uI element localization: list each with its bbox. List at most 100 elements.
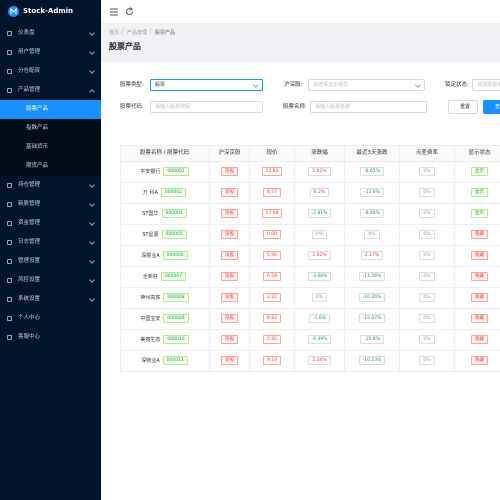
price: 17.98 — [261, 209, 283, 218]
stock-code: 000010 — [163, 335, 189, 344]
change-3d: -8.48% — [360, 209, 384, 218]
market-tag: 深股 — [221, 167, 238, 176]
table-cell: 0% — [400, 351, 455, 372]
menu-item[interactable]: 个人中心 — [0, 309, 101, 328]
input[interactable]: 请输入股票代码 — [150, 101, 263, 113]
table-cell: 显示 — [455, 183, 500, 204]
filter-label: 股票类型: — [120, 82, 144, 88]
status-tag: 隐藏 — [471, 251, 488, 260]
menu-item[interactable]: 持仓管理 — [0, 176, 101, 195]
stock-name: 中国宝安 — [140, 316, 161, 322]
table-row — [120, 267, 500, 288]
table-cell: -8.48% — [345, 204, 400, 225]
table-cell: 6.2% — [295, 183, 345, 204]
column-header: 股票名称 / 股票代码 — [120, 145, 210, 162]
menu-label: 指数产品 — [26, 125, 49, 131]
menu-item[interactable]: 风控设置 — [0, 271, 101, 290]
menu-item[interactable]: 指数产品 — [0, 119, 101, 138]
table-cell: 深股 — [210, 162, 250, 183]
select[interactable]: 股票 — [150, 79, 263, 91]
menu-item[interactable]: 客服中心 — [0, 328, 101, 347]
menu-item[interactable]: 日志管理 — [0, 233, 101, 252]
breadcrumb-item[interactable]: 首页 — [109, 30, 120, 36]
price: 9.19 — [262, 356, 282, 365]
table-cell: 0% — [400, 225, 455, 246]
status-tag: 隐藏 — [471, 335, 488, 344]
menu-icon — [7, 202, 12, 207]
change: 0% — [311, 230, 328, 239]
menu-item[interactable]: 分仓配资 — [0, 62, 101, 81]
change-3d: 0% — [364, 230, 380, 239]
table-cell: 隐藏 — [455, 309, 500, 330]
change-3d: -15.07% — [358, 314, 386, 323]
spread: 0% — [419, 209, 435, 218]
table-cell: -1.6% — [295, 309, 345, 330]
column-header: 点差费率 — [400, 145, 455, 162]
refresh[interactable] — [125, 7, 134, 16]
filter-label: 沪深股: — [284, 82, 303, 88]
menu-arrow — [89, 201, 95, 207]
table-cell: 深股 — [210, 351, 250, 372]
menu-item[interactable]: 新股管理 — [0, 195, 101, 214]
page-title: 股票产品 — [109, 42, 141, 51]
table-row — [120, 288, 500, 309]
menu-label: 产品管理 — [18, 87, 41, 93]
reset-button[interactable]: 重置 — [448, 100, 478, 114]
menu-icon — [7, 31, 12, 36]
menu-item[interactable]: 股票产品 — [0, 100, 101, 119]
stock-code: 000011 — [162, 356, 188, 365]
stock-name: ST星源 — [142, 232, 159, 238]
logo-text: Stock-Admin — [23, 7, 74, 15]
menu-item[interactable]: 期货产品 — [0, 157, 101, 176]
search-button[interactable]: 查询 — [483, 100, 500, 114]
menu-label: 仪表盘 — [18, 30, 35, 36]
spread: 0% — [419, 272, 435, 281]
table-cell: 深股 — [210, 225, 250, 246]
filter-label: 股票代码: — [120, 104, 144, 110]
table-cell: 6.58 — [250, 267, 295, 288]
select[interactable]: 请选择锁定状态 — [472, 79, 500, 91]
table-cell: 2.34% — [295, 351, 345, 372]
menu-item[interactable]: 用户管理 — [0, 43, 101, 62]
menu-toggle[interactable] — [110, 8, 118, 16]
header — [101, 0, 500, 24]
table-cell: 深股 — [210, 288, 250, 309]
table-cell: ST星源 000005 — [120, 225, 210, 246]
table-cell: 0% — [295, 288, 345, 309]
table-cell: 0% — [295, 225, 345, 246]
stock-code: 000006 — [162, 251, 188, 260]
status-tag: 隐藏 — [471, 272, 488, 281]
status-tag: 隐藏 — [471, 314, 488, 323]
table-cell: 隐藏 — [455, 246, 500, 267]
select[interactable]: 请选择显示状态 — [308, 79, 425, 91]
menu-item[interactable]: 仪表盘 — [0, 24, 101, 43]
stock-code: 000009 — [163, 314, 189, 323]
price: 2.85 — [262, 335, 282, 344]
menu-arrow — [89, 49, 95, 55]
change-3d: 2.17% — [360, 251, 384, 260]
select-arrow — [252, 82, 258, 88]
menu-item[interactable]: 产品管理 — [0, 81, 101, 100]
breadcrumb-item[interactable]: 产品管理 — [127, 30, 148, 36]
price: 6.58 — [262, 272, 282, 281]
table-cell: 全新好 000007 — [120, 267, 210, 288]
spread: 0% — [419, 356, 435, 365]
market-tag: 深股 — [221, 230, 238, 239]
table-cell: 深股 — [210, 204, 250, 225]
stock-name: ST国华 — [142, 211, 159, 217]
breadcrumb-item: 股票产品 — [155, 30, 176, 36]
menu-arrow — [89, 277, 95, 283]
price: 0.00 — [262, 230, 282, 239]
menu-icon — [7, 183, 12, 188]
table-cell: 深股 — [210, 309, 250, 330]
column-header: 最近3天涨跌 — [345, 145, 400, 162]
menu-item[interactable]: 系统设置 — [0, 290, 101, 309]
menu-item[interactable]: 管理设置 — [0, 252, 101, 271]
table-cell: 1.01% — [295, 162, 345, 183]
menu-item[interactable]: 资金管理 — [0, 214, 101, 233]
input[interactable]: 请输入股票名称 — [310, 101, 427, 113]
change: -3.08% — [307, 272, 332, 281]
menu-icon — [7, 88, 12, 93]
table-cell: 隐藏 — [455, 267, 500, 288]
menu-item[interactable]: 基础货币 — [0, 138, 101, 157]
